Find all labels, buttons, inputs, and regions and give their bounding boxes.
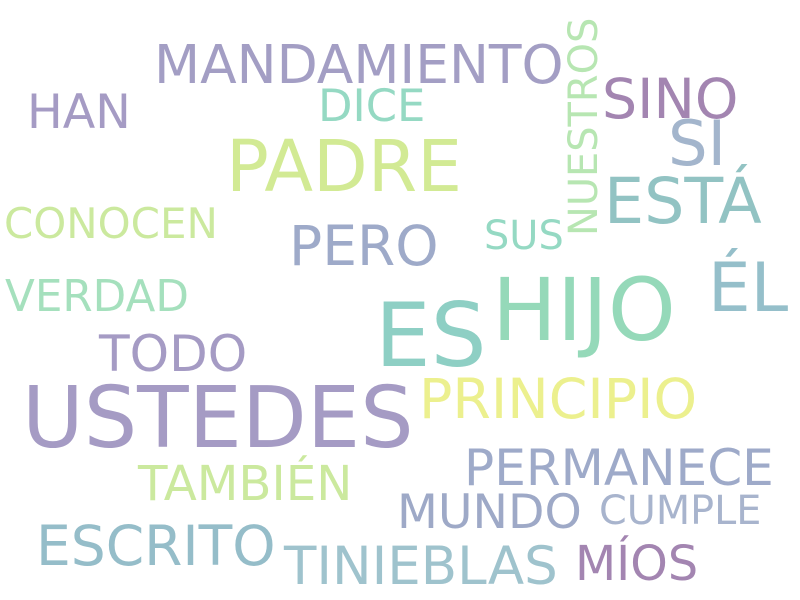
- word-tinieblas: TINIEBLAS: [284, 535, 558, 597]
- word-tambien: TAMBIÉN: [138, 456, 353, 512]
- word-el: ÉL: [708, 247, 789, 327]
- word-pero: PERO: [289, 213, 439, 278]
- word-ustedes: USTEDES: [22, 369, 414, 467]
- word-sus: SUS: [484, 213, 564, 259]
- word-sino: SINO: [602, 67, 739, 132]
- word-mundo: MUNDO: [397, 484, 582, 540]
- word-mios: MÍOS: [575, 537, 699, 592]
- word-principio: PRINCIPIO: [419, 367, 698, 432]
- word-permanece: PERMANECE: [464, 439, 774, 497]
- word-han: HAN: [27, 85, 131, 140]
- word-padre: PADRE: [226, 124, 463, 208]
- word-conocen: CONOCEN: [4, 199, 218, 248]
- word-mandamiento: MANDAMIENTO: [154, 32, 564, 96]
- word-cumple: CUMPLE: [599, 488, 762, 534]
- word-hijo: HIJO: [492, 261, 676, 361]
- word-escrito: ESCRITO: [36, 513, 276, 578]
- word-nuestros: NUESTROS: [561, 17, 607, 236]
- word-verdad: VERDAD: [5, 272, 189, 322]
- word-dice: DICE: [318, 78, 426, 132]
- word-si: SI: [668, 107, 727, 180]
- word-todo: TODO: [99, 324, 248, 383]
- word-es: ES: [375, 284, 487, 387]
- word-esta: ESTÁ: [604, 164, 762, 238]
